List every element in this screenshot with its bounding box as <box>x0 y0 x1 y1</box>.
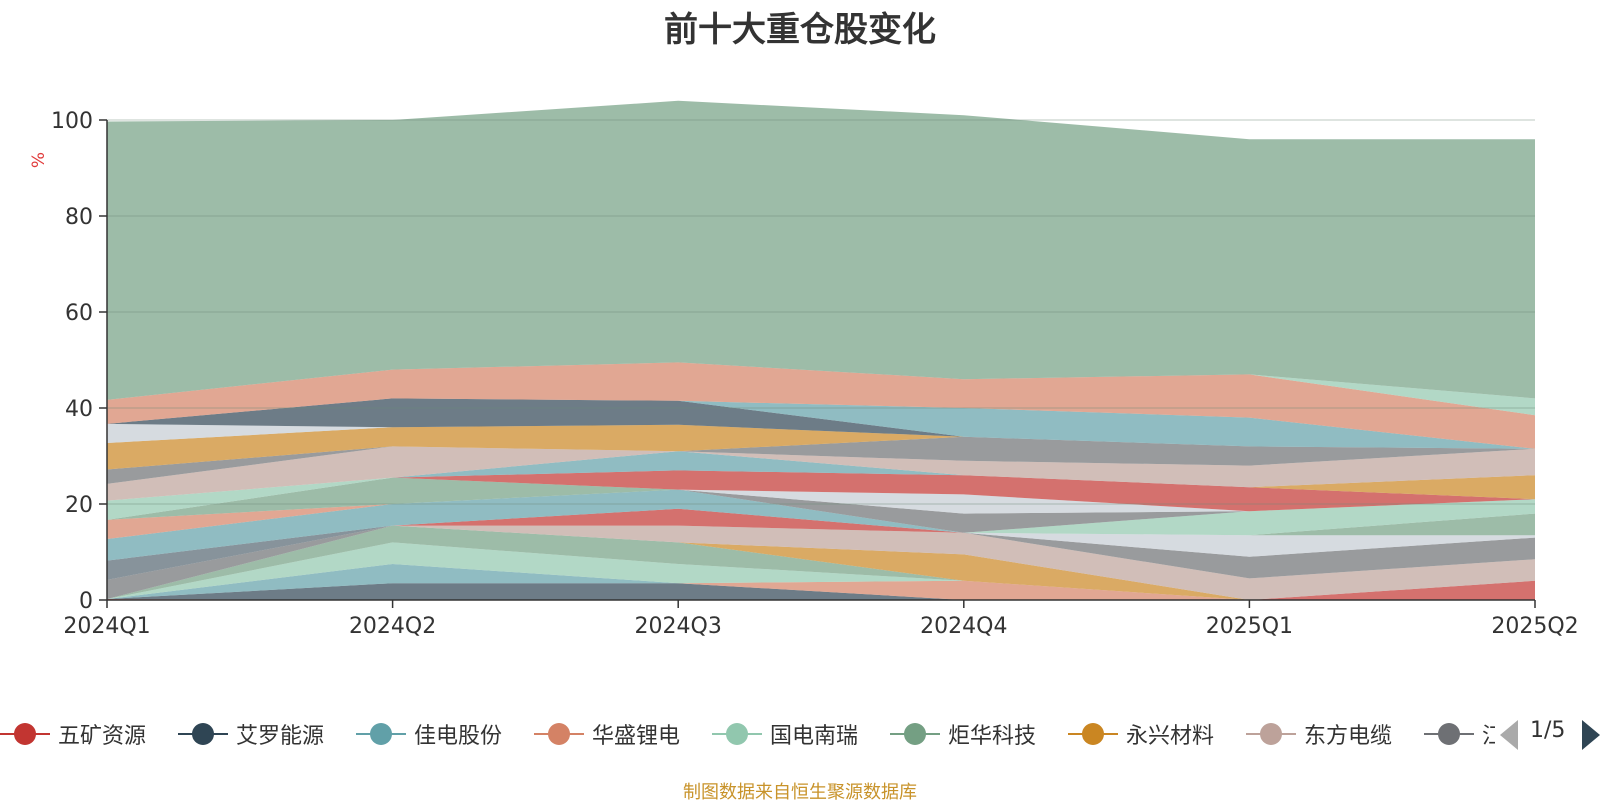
legend-item[interactable]: 艾罗能源 <box>178 712 324 756</box>
area-series-9[interactable] <box>107 525 1535 600</box>
legend-item[interactable]: 东方电缆 <box>1246 712 1392 756</box>
y-tick-label: 20 <box>65 493 93 518</box>
area-series-11[interactable] <box>107 525 1535 561</box>
legend-marker-icon <box>534 712 584 756</box>
area-series-25[interactable] <box>107 423 1535 449</box>
legend-marker-icon <box>1246 712 1296 756</box>
area-series-8[interactable] <box>107 525 1535 600</box>
area-series-18[interactable] <box>107 477 1535 514</box>
area-series-28[interactable] <box>107 362 1535 449</box>
legend-item[interactable]: 国电南瑞 <box>712 712 858 756</box>
area-series-16[interactable] <box>107 477 1535 536</box>
legend-marker-icon <box>1068 712 1118 756</box>
legend-marker-icon <box>178 712 228 756</box>
area-series-6[interactable] <box>107 525 1535 600</box>
legend-items: 五矿资源 艾罗能源 佳电股份 华盛锂电 国电南瑞 炬华科技 永兴材料 东方电缆 江 <box>0 712 1495 756</box>
legend-marker-icon <box>890 712 940 756</box>
y-tick-label: 100 <box>51 109 93 134</box>
legend-label: 炬华科技 <box>948 724 1037 749</box>
chart-title: 前十大重仓股变化 <box>664 10 936 50</box>
legend-label: 艾罗能源 <box>236 724 325 749</box>
legend-marker-icon <box>0 712 50 756</box>
legend-label: 五矿资源 <box>58 724 147 749</box>
area-series-26[interactable] <box>107 398 1535 449</box>
y-tick-label: 80 <box>65 205 93 230</box>
legend-label: 国电南瑞 <box>770 724 859 749</box>
legend-item[interactable]: 炬华科技 <box>890 712 1036 756</box>
area-series-2[interactable] <box>107 580 1535 600</box>
legend: 五矿资源 艾罗能源 佳电股份 华盛锂电 国电南瑞 炬华科技 永兴材料 东方电缆 江 1/5 <box>0 712 1600 756</box>
source-note: 制图数据来自恒生聚源数据库 <box>683 782 917 803</box>
axes: 0 20 40 60 80 100 2024Q1 2024Q2 2024Q3 2024Q4 2025… <box>51 109 1579 639</box>
area-series-30[interactable] <box>107 100 1535 400</box>
y-tick-label: 40 <box>65 397 93 422</box>
legend-marker-icon <box>356 712 406 756</box>
area-series-19[interactable] <box>107 470 1535 512</box>
area-series-24[interactable] <box>107 424 1535 470</box>
area-series-13[interactable] <box>107 489 1535 561</box>
area-series-12[interactable] <box>107 508 1535 561</box>
area-series-3[interactable] <box>107 564 1535 600</box>
area-series-23[interactable] <box>107 436 1535 484</box>
x-tick-label: 2024Q2 <box>349 614 436 639</box>
legend-next-page-button[interactable] <box>1582 720 1600 750</box>
x-tick-label: 2024Q4 <box>920 614 1007 639</box>
legend-marker-icon <box>1424 712 1474 756</box>
y-tick-label: 0 <box>79 589 93 614</box>
area-series-group <box>107 100 1535 600</box>
x-tick-label: 2025Q1 <box>1206 614 1293 639</box>
area-series-17[interactable] <box>107 477 1535 533</box>
legend-marker-icon <box>712 712 762 756</box>
area-series-5[interactable] <box>107 542 1535 600</box>
legend-label: 江 <box>1482 724 1495 749</box>
x-tick-label: 2024Q1 <box>63 614 150 639</box>
legend-label: 佳电股份 <box>414 724 503 749</box>
x-tick-label: 2024Q3 <box>635 614 722 639</box>
legend-label: 东方电缆 <box>1304 724 1393 749</box>
legend-item[interactable]: 五矿资源 <box>0 712 146 756</box>
legend-item[interactable]: 永兴材料 <box>1068 712 1214 756</box>
legend-item[interactable]: 华盛锂电 <box>534 712 680 756</box>
grid-lines <box>107 119 1535 505</box>
area-series-22[interactable] <box>107 446 1535 501</box>
y-axis-unit-label: % <box>29 152 49 168</box>
legend-page-indicator: 1/5 <box>1530 718 1566 743</box>
area-series-15[interactable] <box>107 477 1535 536</box>
y-tick-label: 60 <box>65 301 93 326</box>
legend-item[interactable]: 佳电股份 <box>356 712 502 756</box>
chart-area: 0 20 40 60 80 100 2024Q1 2024Q2 2024Q3 2024Q4 2025… <box>29 100 1579 639</box>
area-series-27[interactable] <box>107 398 1535 449</box>
x-tick-label: 2025Q2 <box>1491 614 1578 639</box>
legend-prev-page-button[interactable] <box>1500 720 1518 750</box>
area-series-1[interactable] <box>107 580 1535 600</box>
legend-label: 永兴材料 <box>1126 724 1215 749</box>
legend-label: 华盛锂电 <box>592 724 681 749</box>
legend-item[interactable]: 江 <box>1424 712 1495 756</box>
